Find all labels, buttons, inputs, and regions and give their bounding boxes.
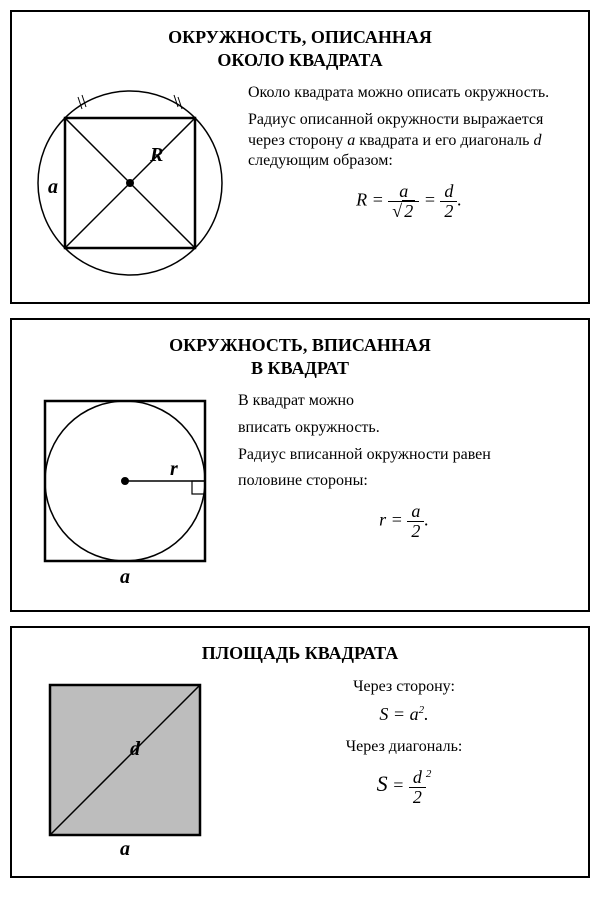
text-column: Через сторону: S = a2. Через диагональ: … (238, 677, 570, 807)
f1-a: a (410, 704, 419, 724)
tick-1b (82, 95, 86, 107)
title-line-2: ОКОЛО КВАДРАТА (217, 50, 382, 70)
card-circumscribed-circle: ОКРУЖНОСТЬ, ОПИСАННАЯ ОКОЛО КВАДРАТА R a… (10, 10, 590, 304)
card-body: R a Около квадрата можно описать окружно… (30, 83, 570, 288)
card-title: ОКРУЖНОСТЬ, ОПИСАННАЯ ОКОЛО КВАДРАТА (30, 26, 570, 71)
tick-2 (174, 95, 178, 107)
f1-eq: = (388, 704, 409, 724)
frac-2: d2 (440, 182, 457, 221)
paragraph-1: В квадрат можно (238, 391, 570, 412)
text-column: В квадрат можно вписать окружность. Ради… (238, 391, 570, 541)
radical-icon (392, 201, 402, 221)
circumscribed-svg: R a (30, 83, 230, 283)
label-a: a (120, 566, 130, 588)
f-eq: = (386, 510, 407, 530)
paragraph-2: Радиус описанной окружности выражается ч… (248, 110, 570, 172)
tick-2b (178, 97, 182, 109)
paragraph-4: половине стороны: (238, 471, 570, 492)
f-R: R (356, 190, 367, 210)
formula-R: R = a2 = d2. (248, 182, 570, 221)
f2-exp: 2 (426, 768, 432, 780)
frac: d2 (409, 768, 426, 807)
label-r: r (170, 458, 178, 480)
f-den1: 2 (388, 202, 419, 221)
label-a: a (48, 176, 58, 198)
title-line-1: ОКРУЖНОСТЬ, ОПИСАННАЯ (168, 27, 432, 47)
f-2: 2 (440, 202, 457, 221)
f-dot: . (457, 190, 462, 210)
formula-S1: S = a2. (238, 703, 570, 726)
f-eq2: = (419, 190, 440, 210)
paragraph-2: Через диагональ: (238, 737, 570, 758)
card-body: d a Через сторону: S = a2. Через диагона… (30, 677, 570, 862)
label-d: d (130, 738, 141, 760)
diagram-circumscribed: R a (30, 83, 230, 288)
f2-eq: = (388, 775, 409, 795)
card-title: ОКРУЖНОСТЬ, ВПИСАННАЯ В КВАДРАТ (30, 334, 570, 379)
text-column: Около квадрата можно описать окружность.… (248, 83, 570, 221)
card-inscribed-circle: ОКРУЖНОСТЬ, ВПИСАННАЯ В КВАДРАТ r a В кв… (10, 318, 590, 612)
area-svg: d a (30, 677, 220, 857)
p2-d: d (533, 132, 541, 149)
label-a: a (120, 838, 130, 857)
right-angle-mark (192, 481, 205, 494)
paragraph-1: Около квадрата можно описать окружность. (248, 83, 570, 104)
diagram-inscribed: r a (30, 391, 220, 596)
paragraph-3: Радиус вписанной окружности равен (238, 445, 570, 466)
f-d: d (440, 182, 457, 202)
diagram-area: d a (30, 677, 220, 862)
f2-S: S (377, 771, 388, 796)
card-title: ПЛОЩАДЬ КВАДРАТА (30, 642, 570, 665)
p2-part3: следующим образом: (248, 152, 393, 169)
f-dot: . (424, 510, 429, 530)
card-square-area: ПЛОЩАДЬ КВАДРАТА d a Через сторону: S = … (10, 626, 590, 878)
f2-2: 2 (409, 788, 426, 807)
frac: a2 (407, 502, 424, 541)
f-a: a (407, 502, 424, 522)
title-line-1: ОКРУЖНОСТЬ, ВПИСАННАЯ (169, 335, 431, 355)
p2-part2: квадрата и его диагональ (355, 132, 533, 149)
paragraph-2: вписать окружность. (238, 418, 570, 439)
inscribed-svg: r a (30, 391, 220, 591)
center-dot (126, 179, 134, 187)
frac-1: a2 (388, 182, 419, 221)
f1-dot: . (424, 704, 429, 724)
paragraph-1: Через сторону: (238, 677, 570, 698)
formula-S2: S = d22 (238, 767, 570, 806)
f-eq1: = (367, 190, 388, 210)
f2-d: d (409, 768, 426, 788)
formula-r: r = a2. (238, 502, 570, 541)
label-R: R (149, 144, 163, 166)
card-body: r a В квадрат можно вписать окружность. … (30, 391, 570, 596)
title-line-2: В КВАДРАТ (251, 358, 349, 378)
f-root2: 2 (402, 200, 415, 221)
f-2: 2 (407, 522, 424, 541)
